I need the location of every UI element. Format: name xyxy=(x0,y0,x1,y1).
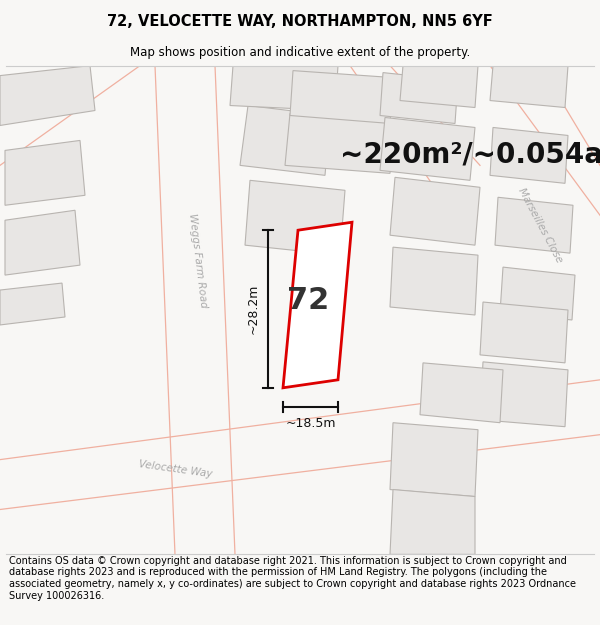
Polygon shape xyxy=(420,363,503,423)
Polygon shape xyxy=(480,362,568,427)
Polygon shape xyxy=(490,127,568,183)
Polygon shape xyxy=(240,106,330,176)
Text: Marseilles Close: Marseilles Close xyxy=(516,186,564,264)
Text: Weggs Farm Road: Weggs Farm Road xyxy=(187,213,209,308)
Polygon shape xyxy=(230,66,338,111)
Polygon shape xyxy=(283,222,352,388)
Polygon shape xyxy=(500,267,575,320)
Polygon shape xyxy=(0,283,65,325)
Text: Map shows position and indicative extent of the property.: Map shows position and indicative extent… xyxy=(130,46,470,59)
Text: Contains OS data © Crown copyright and database right 2021. This information is : Contains OS data © Crown copyright and d… xyxy=(9,556,576,601)
Text: ~28.2m: ~28.2m xyxy=(247,284,260,334)
Polygon shape xyxy=(290,71,393,124)
Polygon shape xyxy=(390,489,475,554)
Text: Velocette Way: Velocette Way xyxy=(137,459,212,480)
Text: 72, VELOCETTE WAY, NORTHAMPTON, NN5 6YF: 72, VELOCETTE WAY, NORTHAMPTON, NN5 6YF xyxy=(107,14,493,29)
Text: ~18.5m: ~18.5m xyxy=(285,417,336,430)
Polygon shape xyxy=(380,72,458,124)
Polygon shape xyxy=(5,141,85,205)
Polygon shape xyxy=(5,210,80,275)
Polygon shape xyxy=(390,422,478,496)
Polygon shape xyxy=(390,177,480,245)
Polygon shape xyxy=(480,302,568,363)
Polygon shape xyxy=(285,114,395,173)
Text: 72: 72 xyxy=(287,286,329,314)
Polygon shape xyxy=(490,66,568,108)
Polygon shape xyxy=(390,247,478,315)
Polygon shape xyxy=(380,118,475,181)
Polygon shape xyxy=(495,198,573,253)
Text: ~220m²/~0.054ac.: ~220m²/~0.054ac. xyxy=(340,141,600,168)
Polygon shape xyxy=(400,66,478,108)
Polygon shape xyxy=(245,181,345,255)
Polygon shape xyxy=(0,66,95,126)
